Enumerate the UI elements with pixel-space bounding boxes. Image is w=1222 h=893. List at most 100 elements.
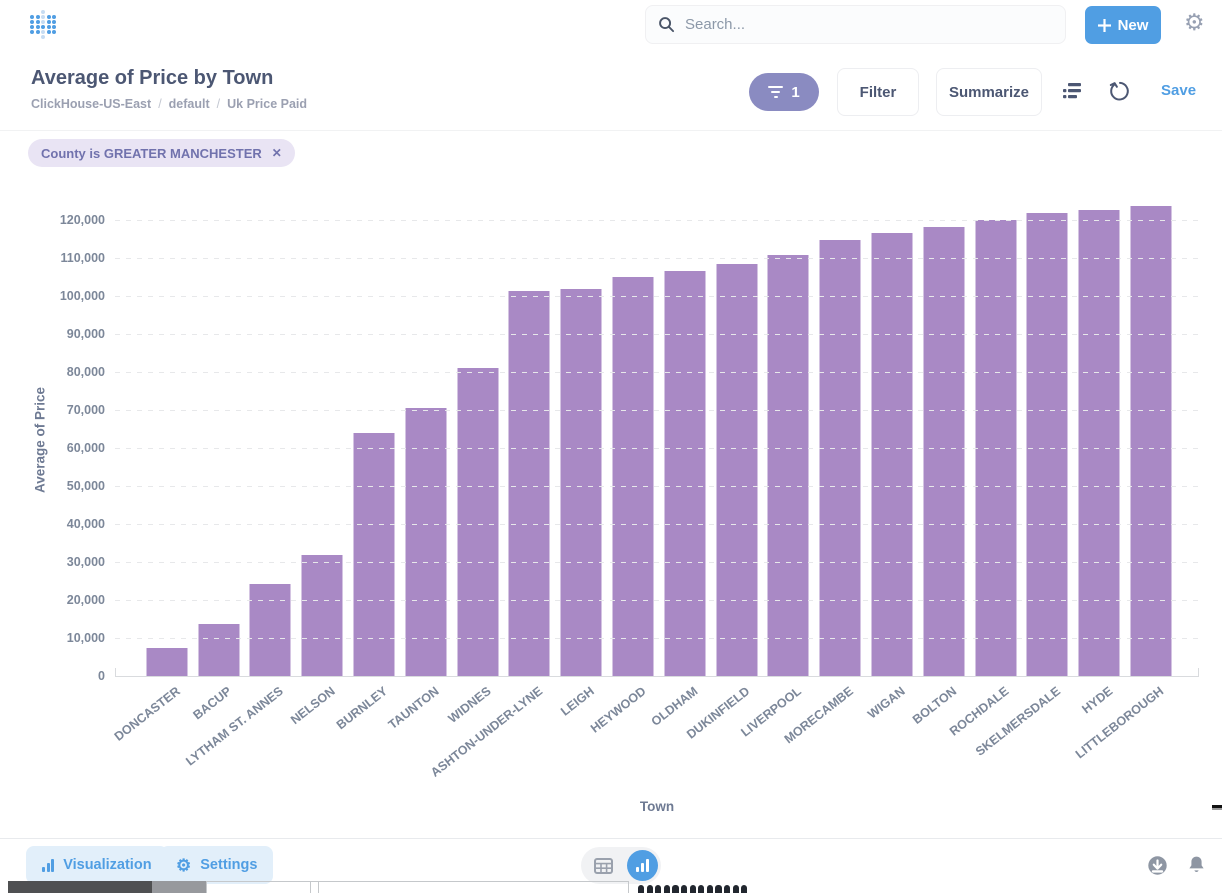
axis-stub	[1198, 668, 1199, 677]
x-axis-tick-label[interactable]: WIDNES	[445, 684, 494, 726]
bar-slot: ROCHDALE	[947, 195, 1022, 739]
gridline	[115, 600, 1199, 601]
logo-dot	[30, 20, 34, 24]
x-axis-tick-label[interactable]: LITTLEBOROUGH	[1073, 684, 1167, 762]
metabase-logo-icon[interactable]	[30, 10, 57, 39]
logo-dot	[41, 10, 46, 14]
x-axis-tick-label[interactable]: BOLTON	[910, 684, 960, 727]
bar-widnes[interactable]	[457, 368, 499, 676]
bar-slot: DUKINFIELD	[684, 195, 763, 742]
refresh-icon[interactable]	[1108, 80, 1131, 108]
bar-morecambe[interactable]	[819, 239, 861, 676]
x-axis-tick-label[interactable]: HEYWOOD	[588, 684, 649, 736]
new-button[interactable]: New	[1085, 6, 1161, 44]
breadcrumb-separator: /	[158, 97, 162, 111]
gear-icon: ⚙	[176, 855, 192, 875]
logo-dot	[35, 15, 40, 19]
bar-burnley[interactable]	[353, 433, 395, 676]
bar-liverpool[interactable]	[767, 254, 809, 676]
remove-filter-icon[interactable]: ✕	[271, 146, 282, 160]
logo-dot	[36, 10, 40, 14]
cutoff-table-border	[206, 881, 207, 893]
x-axis-tick-label[interactable]: TAUNTON	[385, 684, 442, 732]
y-axis-tick-label: 50,000	[66, 479, 105, 493]
bar-wigan[interactable]	[871, 232, 913, 676]
bell-icon[interactable]	[1186, 854, 1207, 881]
bar-chart-icon	[42, 858, 55, 872]
bar-doncaster[interactable]	[146, 647, 188, 676]
bar-slot: BOLTON	[910, 195, 970, 727]
search-bar[interactable]	[645, 5, 1066, 44]
y-axis-tick-label: 30,000	[66, 555, 105, 569]
settings-button[interactable]: ⚙ Settings	[160, 846, 274, 884]
logo-dot	[41, 15, 46, 19]
y-axis-tick-label: 120,000	[59, 213, 105, 227]
bar-bolton[interactable]	[923, 226, 965, 676]
logo-dot	[41, 25, 46, 29]
x-axis-tick-label[interactable]: BACUP	[190, 684, 235, 723]
summarize-button[interactable]: Summarize	[936, 68, 1042, 116]
bar-bacup[interactable]	[198, 623, 240, 676]
logo-dot	[46, 30, 51, 34]
x-axis-tick-label[interactable]: HYDE	[1078, 684, 1115, 717]
save-button[interactable]: Save	[1161, 82, 1197, 99]
cutoff-table-border	[206, 881, 628, 882]
logo-dot	[47, 35, 51, 39]
filter-chip-label[interactable]: County is GREATER MANCHESTER	[41, 145, 262, 161]
bar-heywood[interactable]	[612, 277, 654, 676]
bar-nelson[interactable]	[301, 554, 343, 676]
logo-dot	[46, 25, 51, 29]
gridline	[115, 524, 1199, 525]
bar-oldham[interactable]	[664, 270, 706, 676]
gridline	[115, 258, 1199, 259]
x-axis-tick-label[interactable]: LYTHAM ST. ANNES	[183, 684, 287, 769]
bar-slot: HYDE	[1073, 195, 1125, 716]
bar-littleborough[interactable]	[1130, 205, 1172, 676]
y-axis-tick-label: 0	[98, 669, 105, 683]
x-axis-tick-label[interactable]: LEIGH	[558, 684, 597, 719]
search-input[interactable]	[685, 16, 1053, 33]
filter-count-pill[interactable]: 1	[749, 73, 819, 111]
bar-lytham-st-annes[interactable]	[249, 584, 291, 676]
bar-slot: LYTHAM ST. ANNES	[184, 195, 297, 768]
gridline	[115, 448, 1199, 449]
visualization-button[interactable]: Visualization	[26, 846, 168, 884]
bar-slot: HEYWOOD	[588, 195, 659, 736]
breadcrumb-schema[interactable]: default	[168, 97, 210, 111]
bar-skelmersdale[interactable]	[1026, 212, 1068, 676]
download-icon[interactable]	[1146, 854, 1169, 882]
header-divider	[0, 130, 1222, 131]
table-view-icon[interactable]	[594, 857, 613, 874]
bar-ashton-under-lyne[interactable]	[508, 290, 550, 676]
y-axis-tick-label: 110,000	[60, 251, 106, 265]
logo-dot	[52, 15, 57, 19]
settings-gear-icon[interactable]: ⚙	[1184, 9, 1205, 35]
gridline	[115, 486, 1199, 487]
breadcrumb-database[interactable]: ClickHouse-US-East	[31, 97, 152, 111]
x-axis-tick-label[interactable]: DONCASTER	[111, 684, 183, 744]
x-axis-tick-label[interactable]: NELSON	[288, 684, 338, 728]
table-chart-toggle	[581, 847, 661, 884]
view-list-icon[interactable]	[1063, 81, 1085, 106]
breadcrumb-table[interactable]: Uk Price Paid	[227, 97, 308, 111]
new-button-label: New	[1117, 16, 1149, 34]
plus-icon	[1097, 18, 1111, 32]
bar-dukinfield[interactable]	[716, 264, 758, 676]
y-axis-tick-label: 10,000	[66, 631, 105, 645]
logo-dot	[41, 30, 46, 34]
logo-dot	[35, 30, 40, 34]
x-axis-tick-label[interactable]: WIGAN	[865, 684, 908, 722]
chart-view-toggle-active[interactable]	[627, 850, 658, 881]
logo-dot	[52, 30, 57, 34]
filter-button[interactable]: Filter	[837, 68, 919, 116]
breadcrumb[interactable]: ClickHouse-US-East / default / Uk Price Paid	[31, 97, 307, 111]
x-axis-line	[115, 676, 1199, 677]
bar-hyde[interactable]	[1078, 209, 1120, 676]
bar-taunton[interactable]	[405, 408, 447, 676]
bar-chart-icon	[636, 859, 649, 872]
bar-leigh[interactable]	[560, 288, 602, 676]
x-axis-tick-label[interactable]: BURNLEY	[333, 684, 390, 733]
filter-chip[interactable]: County is GREATER MANCHESTER ✕	[28, 139, 295, 167]
logo-dot	[35, 20, 40, 24]
logo-dot	[30, 10, 34, 14]
